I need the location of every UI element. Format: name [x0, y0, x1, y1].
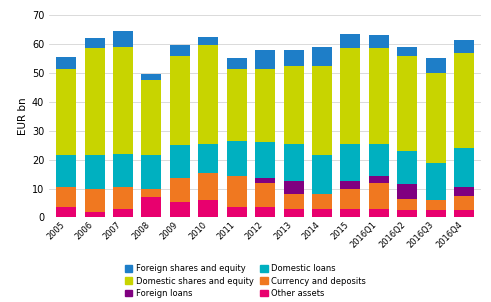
Bar — [255, 142, 275, 178]
Bar — [284, 50, 303, 66]
Bar — [84, 38, 105, 48]
Bar — [227, 59, 246, 69]
Bar — [227, 69, 246, 141]
Bar — [340, 144, 360, 181]
Bar — [454, 40, 474, 53]
Bar — [141, 74, 162, 80]
Bar — [369, 175, 389, 183]
Bar — [198, 37, 218, 45]
Bar — [113, 31, 133, 47]
Bar — [255, 69, 275, 142]
Bar — [227, 207, 246, 217]
Bar — [284, 181, 303, 194]
Bar — [369, 48, 389, 144]
Bar — [198, 144, 218, 173]
Bar — [340, 209, 360, 217]
Bar — [56, 69, 76, 155]
Bar — [255, 178, 275, 183]
Bar — [84, 48, 105, 155]
Legend: Foreign shares and equity, Domestic shares and equity, Foreign loans, Domestic l: Foreign shares and equity, Domestic shar… — [125, 264, 366, 298]
Bar — [56, 207, 76, 217]
Bar — [170, 178, 190, 201]
Bar — [198, 200, 218, 217]
Bar — [84, 188, 105, 212]
Bar — [284, 144, 303, 181]
Bar — [340, 181, 360, 188]
Bar — [397, 47, 417, 56]
Bar — [84, 212, 105, 217]
Bar — [369, 144, 389, 175]
Bar — [284, 66, 303, 144]
Bar — [170, 45, 190, 56]
Bar — [397, 210, 417, 217]
Bar — [84, 155, 105, 188]
Bar — [426, 73, 446, 162]
Bar — [141, 188, 162, 197]
Bar — [284, 194, 303, 209]
Bar — [397, 199, 417, 210]
Bar — [454, 148, 474, 187]
Bar — [426, 200, 446, 210]
Bar — [397, 56, 417, 151]
Bar — [397, 184, 417, 199]
Bar — [312, 194, 332, 209]
Bar — [198, 45, 218, 144]
Bar — [141, 80, 162, 155]
Bar — [170, 56, 190, 145]
Y-axis label: EUR bn: EUR bn — [18, 98, 27, 135]
Bar — [56, 57, 76, 69]
Bar — [170, 201, 190, 217]
Bar — [340, 34, 360, 48]
Bar — [426, 59, 446, 73]
Bar — [170, 145, 190, 178]
Bar — [255, 207, 275, 217]
Bar — [312, 66, 332, 155]
Bar — [255, 50, 275, 69]
Bar — [227, 141, 246, 175]
Bar — [454, 196, 474, 210]
Bar — [312, 47, 332, 66]
Bar — [255, 183, 275, 207]
Bar — [113, 187, 133, 209]
Bar — [454, 210, 474, 217]
Bar — [312, 209, 332, 217]
Bar — [397, 151, 417, 184]
Bar — [426, 210, 446, 217]
Bar — [113, 154, 133, 187]
Bar — [227, 175, 246, 207]
Bar — [426, 162, 446, 200]
Bar — [198, 173, 218, 200]
Bar — [369, 209, 389, 217]
Bar — [56, 187, 76, 207]
Bar — [454, 53, 474, 148]
Bar — [141, 155, 162, 188]
Bar — [113, 209, 133, 217]
Bar — [369, 35, 389, 48]
Bar — [113, 47, 133, 154]
Bar — [340, 48, 360, 144]
Bar — [284, 209, 303, 217]
Bar — [312, 155, 332, 194]
Bar — [56, 155, 76, 187]
Bar — [340, 188, 360, 209]
Bar — [141, 197, 162, 217]
Bar — [369, 183, 389, 209]
Bar — [454, 187, 474, 196]
